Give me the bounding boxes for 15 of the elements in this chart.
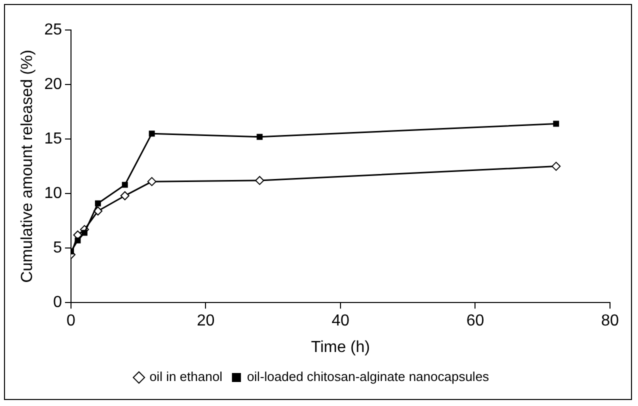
y-tick-label: 25	[44, 21, 62, 38]
x-tick-label: 40	[332, 312, 350, 330]
x-tick-label: 60	[466, 312, 484, 330]
x-axis-title: Time (h)	[311, 338, 370, 356]
legend-label: oil-loaded chitosan-alginate nanocapsules	[246, 369, 490, 384]
y-tick-label: 5	[53, 239, 62, 256]
y-axis-title: Cumulative amount released (%)	[19, 50, 36, 283]
legend-label: oil in ethanol	[149, 369, 223, 384]
x-tick-label: 20	[196, 312, 215, 330]
x-tick-label: 80	[601, 312, 619, 330]
y-tick-label: 15	[44, 130, 62, 148]
y-tick-label: 0	[53, 294, 62, 312]
y-tick-label: 10	[44, 184, 62, 202]
x-tick-label: 0	[66, 312, 76, 330]
y-tick-label: 20	[44, 76, 62, 93]
